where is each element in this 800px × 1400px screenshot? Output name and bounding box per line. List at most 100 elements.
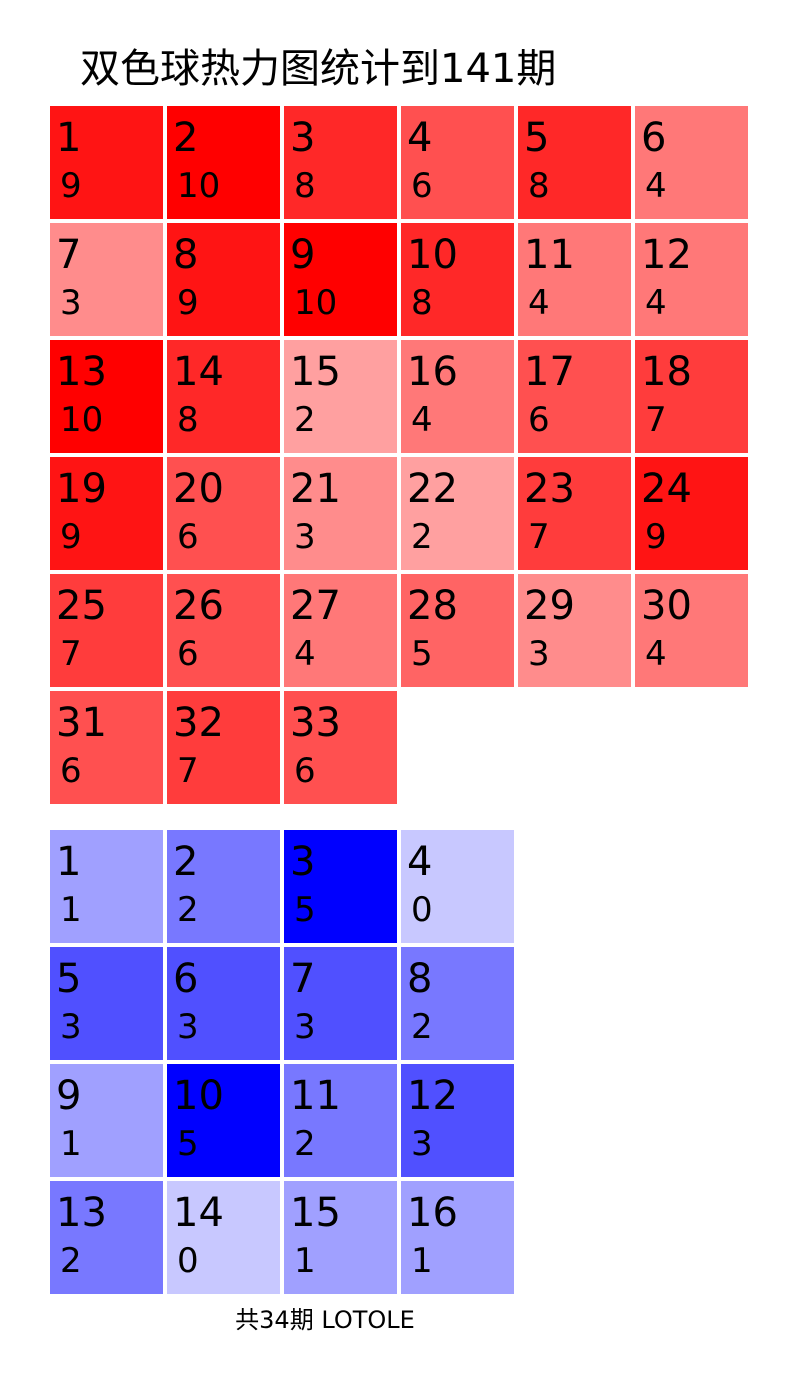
ball-number: 33 [290,700,341,746]
red-ball-cell: 10 8 [401,223,514,336]
ball-count: 5 [411,634,433,674]
ball-number: 1 [56,115,82,161]
ball-number: 16 [407,1190,458,1236]
ball-count: 6 [177,634,199,674]
ball-count: 3 [60,1007,82,1047]
ball-count: 1 [294,1241,316,1281]
ball-number: 8 [173,232,199,278]
red-ball-cell: 27 4 [284,574,397,687]
ball-count: 4 [528,283,550,323]
ball-count: 1 [60,1124,82,1164]
ball-number: 3 [290,115,316,161]
ball-count: 8 [177,400,199,440]
ball-count: 6 [177,517,199,557]
ball-number: 19 [56,466,107,512]
red-ball-cell: 32 7 [167,691,280,804]
ball-number: 20 [173,466,224,512]
ball-number: 12 [407,1073,458,1119]
ball-number: 18 [641,349,692,395]
ball-count: 6 [528,400,550,440]
red-ball-cell: 20 6 [167,457,280,570]
red-ball-cell: 31 6 [50,691,163,804]
red-ball-cell: 2 10 [167,106,280,219]
ball-count: 7 [528,517,550,557]
ball-number: 27 [290,583,341,629]
ball-count: 2 [411,517,433,557]
red-ball-cell: 30 4 [635,574,748,687]
ball-count: 3 [528,634,550,674]
ball-count: 9 [645,517,667,557]
ball-number: 16 [407,349,458,395]
ball-number: 32 [173,700,224,746]
blue-ball-cell: 12 3 [401,1064,514,1177]
red-ball-cell: 28 5 [401,574,514,687]
ball-number: 6 [173,956,199,1002]
ball-count: 6 [60,751,82,791]
ball-number: 2 [173,839,199,885]
blue-ball-cell: 10 5 [167,1064,280,1177]
ball-number: 30 [641,583,692,629]
ball-number: 13 [56,349,107,395]
ball-count: 3 [294,1007,316,1047]
ball-count: 4 [645,166,667,206]
ball-number: 26 [173,583,224,629]
ball-count: 4 [645,283,667,323]
ball-number: 29 [524,583,575,629]
red-ball-cell: 33 6 [284,691,397,804]
red-ball-cell: 26 6 [167,574,280,687]
ball-count: 1 [411,1241,433,1281]
blue-ball-cell: 16 1 [401,1181,514,1294]
ball-count: 3 [411,1124,433,1164]
red-ball-cell: 24 9 [635,457,748,570]
ball-count: 10 [60,400,104,440]
ball-number: 9 [56,1073,82,1119]
red-ball-cell: 25 7 [50,574,163,687]
ball-number: 15 [290,1190,341,1236]
ball-number: 2 [173,115,199,161]
ball-count: 9 [177,283,199,323]
ball-number: 14 [173,1190,224,1236]
red-ball-cell: 11 4 [518,223,631,336]
red-ball-cell: 16 4 [401,340,514,453]
ball-number: 5 [524,115,550,161]
red-ball-cell: 21 3 [284,457,397,570]
red-ball-cell: 18 7 [635,340,748,453]
ball-number: 7 [290,956,316,1002]
blue-ball-cell: 11 2 [284,1064,397,1177]
ball-number: 1 [56,839,82,885]
red-ball-cell: 29 3 [518,574,631,687]
red-ball-cell: 17 6 [518,340,631,453]
ball-number: 21 [290,466,341,512]
ball-number: 10 [407,232,458,278]
ball-count: 10 [177,166,221,206]
ball-count: 4 [294,634,316,674]
red-ball-cell: 13 10 [50,340,163,453]
red-ball-cell: 14 8 [167,340,280,453]
ball-number: 5 [56,956,82,1002]
ball-number: 13 [56,1190,107,1236]
ball-count: 0 [177,1241,199,1281]
ball-count: 2 [177,890,199,930]
ball-number: 14 [173,349,224,395]
ball-number: 25 [56,583,107,629]
ball-count: 3 [294,517,316,557]
ball-count: 5 [294,890,316,930]
ball-number: 23 [524,466,575,512]
ball-count: 2 [60,1241,82,1281]
ball-number: 4 [407,115,433,161]
ball-count: 7 [645,400,667,440]
ball-number: 17 [524,349,575,395]
ball-number: 12 [641,232,692,278]
red-ball-cell: 19 9 [50,457,163,570]
footer-text: 共34期 LOTOLE [235,1306,415,1334]
ball-count: 2 [411,1007,433,1047]
